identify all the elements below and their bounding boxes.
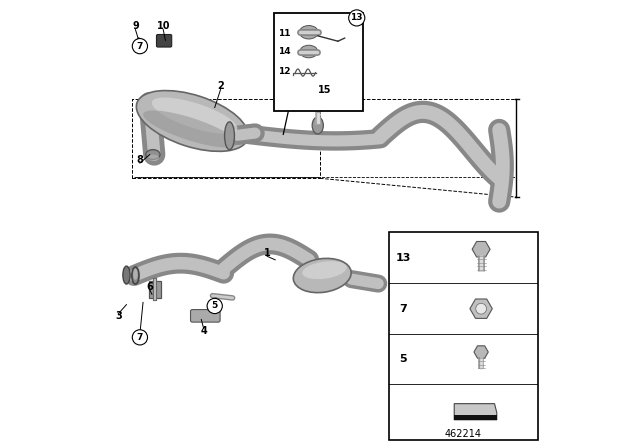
Ellipse shape <box>146 150 160 159</box>
Ellipse shape <box>133 269 138 280</box>
Circle shape <box>132 330 148 345</box>
Text: 7: 7 <box>137 42 143 51</box>
Text: 4: 4 <box>200 326 207 336</box>
Ellipse shape <box>302 261 347 279</box>
Text: 10: 10 <box>156 21 170 31</box>
FancyBboxPatch shape <box>191 310 220 322</box>
Text: 5: 5 <box>212 302 218 310</box>
Text: 1: 1 <box>264 248 271 258</box>
Text: 6: 6 <box>147 282 153 292</box>
Text: 5: 5 <box>399 354 406 364</box>
Polygon shape <box>454 404 497 420</box>
Circle shape <box>349 10 365 26</box>
Text: 462214: 462214 <box>445 429 482 439</box>
Text: 7: 7 <box>399 304 407 314</box>
FancyBboxPatch shape <box>157 34 172 47</box>
Ellipse shape <box>300 45 317 58</box>
Text: 12: 12 <box>278 67 291 76</box>
Circle shape <box>476 303 486 314</box>
Ellipse shape <box>225 122 234 150</box>
Text: 13: 13 <box>395 253 411 263</box>
Ellipse shape <box>132 267 139 284</box>
Text: 9: 9 <box>132 21 139 31</box>
Ellipse shape <box>147 155 159 161</box>
Ellipse shape <box>312 117 323 134</box>
Bar <box>149 281 161 298</box>
FancyBboxPatch shape <box>275 13 364 111</box>
Text: 14: 14 <box>278 47 291 56</box>
Circle shape <box>207 298 222 314</box>
Ellipse shape <box>152 98 237 134</box>
Ellipse shape <box>143 111 237 147</box>
Circle shape <box>132 39 148 54</box>
Ellipse shape <box>300 26 318 39</box>
Text: 3: 3 <box>115 311 122 321</box>
Text: 8: 8 <box>136 155 143 165</box>
Ellipse shape <box>123 266 130 284</box>
Text: 15: 15 <box>317 85 332 95</box>
FancyBboxPatch shape <box>388 232 538 440</box>
Ellipse shape <box>136 90 248 151</box>
Polygon shape <box>454 415 497 420</box>
Text: 2: 2 <box>217 81 224 91</box>
Text: 7: 7 <box>137 333 143 342</box>
Text: 11: 11 <box>278 29 291 38</box>
Ellipse shape <box>293 258 351 293</box>
Text: 13: 13 <box>351 13 363 22</box>
